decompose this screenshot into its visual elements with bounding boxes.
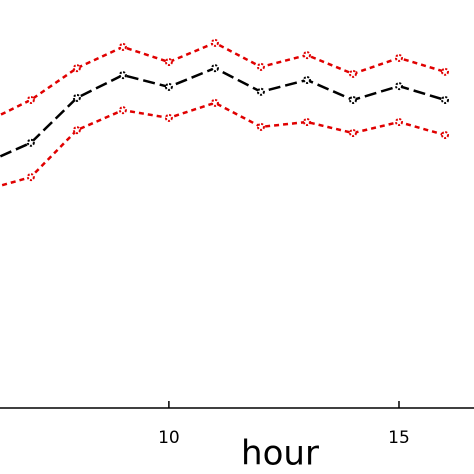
point — [256, 122, 265, 131]
point — [118, 71, 127, 80]
point — [26, 138, 35, 147]
point — [441, 67, 450, 76]
point — [348, 129, 357, 138]
point — [348, 69, 357, 78]
point — [72, 126, 81, 135]
point — [72, 93, 81, 102]
point — [72, 64, 81, 73]
x-tick-label: 10 — [158, 428, 180, 448]
point — [256, 62, 265, 71]
point — [441, 131, 450, 140]
point — [26, 95, 35, 104]
point — [164, 82, 173, 91]
series-line — [0, 41, 446, 117]
point — [210, 38, 219, 47]
point — [210, 64, 219, 73]
point — [348, 95, 357, 104]
series-line — [0, 66, 446, 158]
x-tick-label: 15 — [388, 428, 410, 448]
x-axis-label: hour — [241, 434, 319, 474]
point — [164, 58, 173, 67]
point — [302, 75, 311, 84]
point — [394, 117, 403, 126]
point — [164, 113, 173, 122]
plot-area — [0, 38, 450, 188]
point — [256, 87, 265, 96]
point — [302, 51, 311, 60]
point — [26, 173, 35, 182]
point — [394, 82, 403, 91]
point — [118, 106, 127, 115]
point — [302, 117, 311, 126]
point — [118, 42, 127, 51]
point — [441, 95, 450, 104]
point — [394, 53, 403, 62]
series-line — [0, 101, 446, 188]
point — [210, 98, 219, 107]
